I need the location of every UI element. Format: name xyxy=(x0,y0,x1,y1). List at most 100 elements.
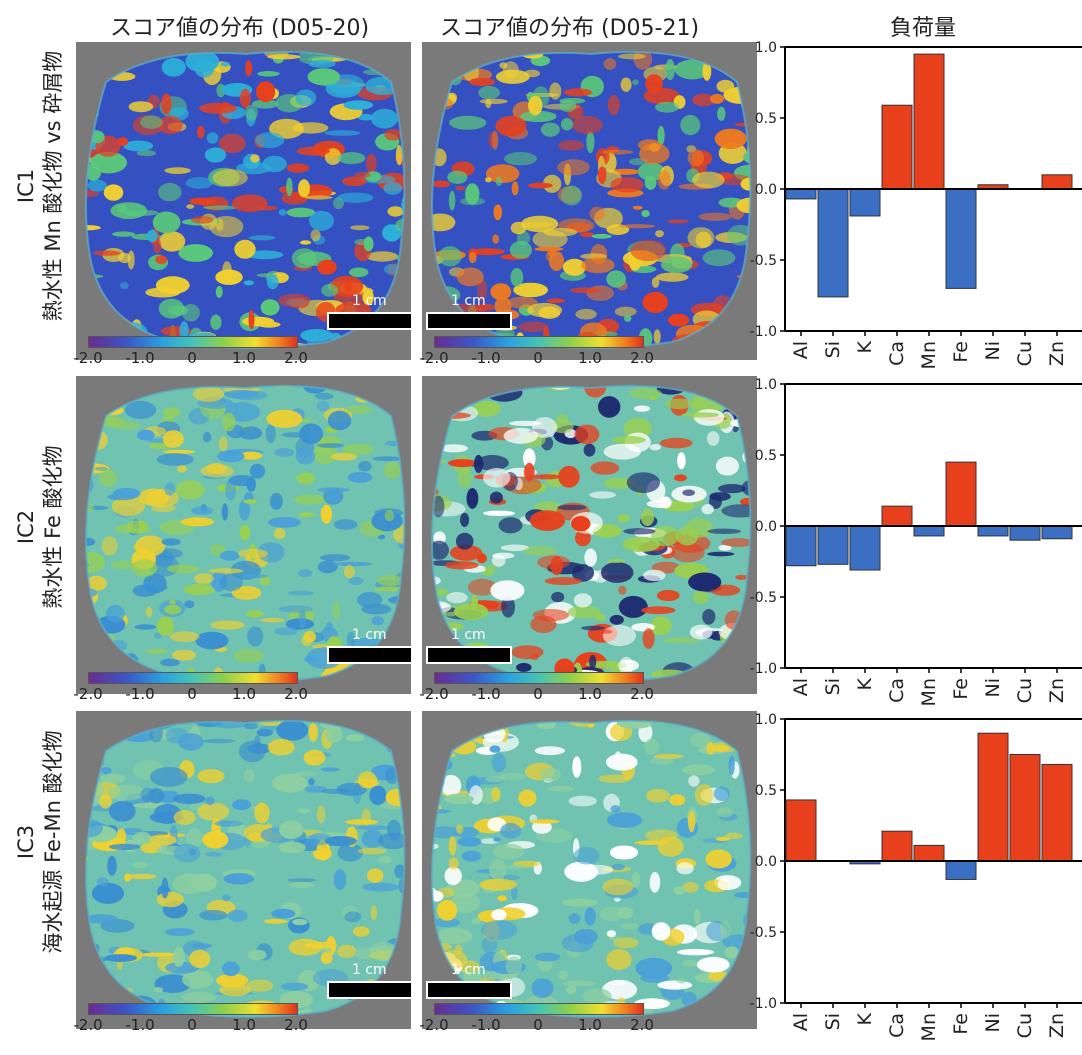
x-tick-label: Cu xyxy=(1014,341,1036,366)
colorbar-tick-label: 2.0 xyxy=(284,349,308,367)
bar-si xyxy=(818,526,848,564)
colorbar-tick-label: -1.0 xyxy=(125,685,154,703)
bar-cu xyxy=(1010,755,1040,862)
row-label-ic2: IC2 熱水性 Fe 酸化物 xyxy=(10,362,70,692)
x-tick-label: Cu xyxy=(1014,678,1036,703)
y-tick-label: 1.0 xyxy=(755,712,777,728)
scale-bar-label: 1 cm xyxy=(352,293,387,309)
colorbar-tick-label: -2.0 xyxy=(73,685,102,703)
bar-mn xyxy=(914,54,944,189)
colorbar-tick-label: 2.0 xyxy=(630,349,654,367)
colorbar-tick-label: 0 xyxy=(533,349,543,367)
y-tick-label: 0.0 xyxy=(755,519,777,535)
colorbar-tick-label: 2.0 xyxy=(284,1016,308,1034)
bar-al xyxy=(786,189,816,199)
scale-bar-label: 1 cm xyxy=(451,962,486,978)
x-tick-label: Mn xyxy=(918,1013,940,1041)
x-tick-label: Al xyxy=(790,1013,812,1031)
y-tick-label: 0.5 xyxy=(755,448,777,464)
colorbar-tick-label: -1.0 xyxy=(471,1016,500,1034)
bar-fe xyxy=(946,861,976,879)
colorbar-tick-label: -2.0 xyxy=(73,1016,102,1034)
row-label-ic2-line1: IC2 xyxy=(13,510,40,544)
score-map-4: 1 cm xyxy=(422,376,757,694)
column-title-d05-20: スコア値の分布 (D05-20) xyxy=(110,10,369,42)
colorbar-tick-label: -2.0 xyxy=(419,685,448,703)
scale-bar xyxy=(426,312,512,330)
bar-al xyxy=(786,526,816,566)
y-tick-label: 0.5 xyxy=(755,111,777,127)
y-tick-label: -1.0 xyxy=(750,324,777,340)
scale-bar xyxy=(327,646,413,664)
row-label-ic3: IC3 海水起源 Fe-Mn 酸化物 xyxy=(10,677,70,1007)
column-title-d05-21: スコア値の分布 (D05-21) xyxy=(440,10,699,42)
colorbar-gradient xyxy=(434,1003,644,1015)
x-tick-label: Cu xyxy=(1014,1013,1036,1038)
colorbar-gradient xyxy=(88,672,298,684)
x-tick-label: Si xyxy=(822,678,844,695)
bar-fe xyxy=(946,462,976,526)
colorbar-tick-label: 2.0 xyxy=(630,1016,654,1034)
colorbar-tick-label: -1.0 xyxy=(471,685,500,703)
y-tick-label: 0.5 xyxy=(755,783,777,799)
colorbar-tick-label: 1.0 xyxy=(232,1016,256,1034)
bar-ca xyxy=(882,105,912,189)
y-tick-label: -0.5 xyxy=(750,925,777,941)
bar-ni xyxy=(978,526,1008,536)
x-tick-label: Al xyxy=(790,341,812,359)
scale-bar xyxy=(327,981,413,999)
x-tick-label: Fe xyxy=(950,341,972,363)
x-tick-label: Ca xyxy=(886,341,908,366)
colorbar-tick-label: 1.0 xyxy=(578,685,602,703)
colorbar-tick-label: -2.0 xyxy=(419,349,448,367)
y-tick-label: -0.5 xyxy=(750,590,777,606)
scale-bar-label: 1 cm xyxy=(352,627,387,643)
colorbar-tick-label: 0 xyxy=(187,349,197,367)
row-label-ic1-line2: 熱水性 Mn 酸化物 vs 砕屑物 xyxy=(40,51,67,322)
x-tick-label: Ni xyxy=(982,1013,1004,1033)
x-tick-label: Zn xyxy=(1046,678,1068,703)
x-tick-label: K xyxy=(854,1012,876,1025)
score-map-5: 1 cm xyxy=(76,711,411,1029)
bar-k xyxy=(850,189,880,216)
colorbar-tick-label: 1.0 xyxy=(578,1016,602,1034)
score-map-2: 1 cm xyxy=(422,42,757,360)
bar-al xyxy=(786,800,816,861)
colorbar-tick-label: 0 xyxy=(187,685,197,703)
colorbar-tick-label: 1.0 xyxy=(578,349,602,367)
bar-zn xyxy=(1042,175,1072,189)
colorbar-tick-label: 1.0 xyxy=(232,349,256,367)
scale-bar xyxy=(426,981,512,999)
scale-bar xyxy=(426,646,512,664)
x-tick-label: Si xyxy=(822,341,844,358)
scale-bar-label: 1 cm xyxy=(451,293,486,309)
scale-bar-label: 1 cm xyxy=(352,962,387,978)
colorbar-tick-label: -2.0 xyxy=(73,349,102,367)
x-tick-label: Ca xyxy=(886,1013,908,1038)
y-tick-label: -1.0 xyxy=(750,661,777,677)
colorbar-tick-label: 1.0 xyxy=(232,685,256,703)
colorbar-tick-label: 0 xyxy=(533,685,543,703)
colorbar-tick-label: 0 xyxy=(187,1016,197,1034)
x-tick-label: Mn xyxy=(918,341,940,369)
colorbar-tick-label: 0 xyxy=(533,1016,543,1034)
x-tick-label: Mn xyxy=(918,678,940,706)
colorbar-tick-label: 2.0 xyxy=(630,685,654,703)
y-tick-label: 1.0 xyxy=(755,40,777,56)
y-tick-label: 1.0 xyxy=(755,377,777,393)
x-tick-label: Si xyxy=(822,1013,844,1030)
x-tick-label: Fe xyxy=(950,1013,972,1035)
colorbar-tick-label: -1.0 xyxy=(125,1016,154,1034)
score-map-6: 1 cm xyxy=(422,711,757,1029)
bar-si xyxy=(818,189,848,297)
colorbar-gradient xyxy=(434,672,644,684)
row-label-ic2-line2: 熱水性 Fe 酸化物 xyxy=(40,445,67,608)
row-label-ic3-line1: IC3 xyxy=(13,825,40,859)
bar-mn xyxy=(914,526,944,536)
row-label-ic3-line2: 海水起源 Fe-Mn 酸化物 xyxy=(40,730,67,953)
bar-fe xyxy=(946,189,976,288)
row-label-ic1: IC1 熱水性 Mn 酸化物 vs 砕屑物 xyxy=(10,21,70,351)
x-tick-label: Fe xyxy=(950,678,972,700)
